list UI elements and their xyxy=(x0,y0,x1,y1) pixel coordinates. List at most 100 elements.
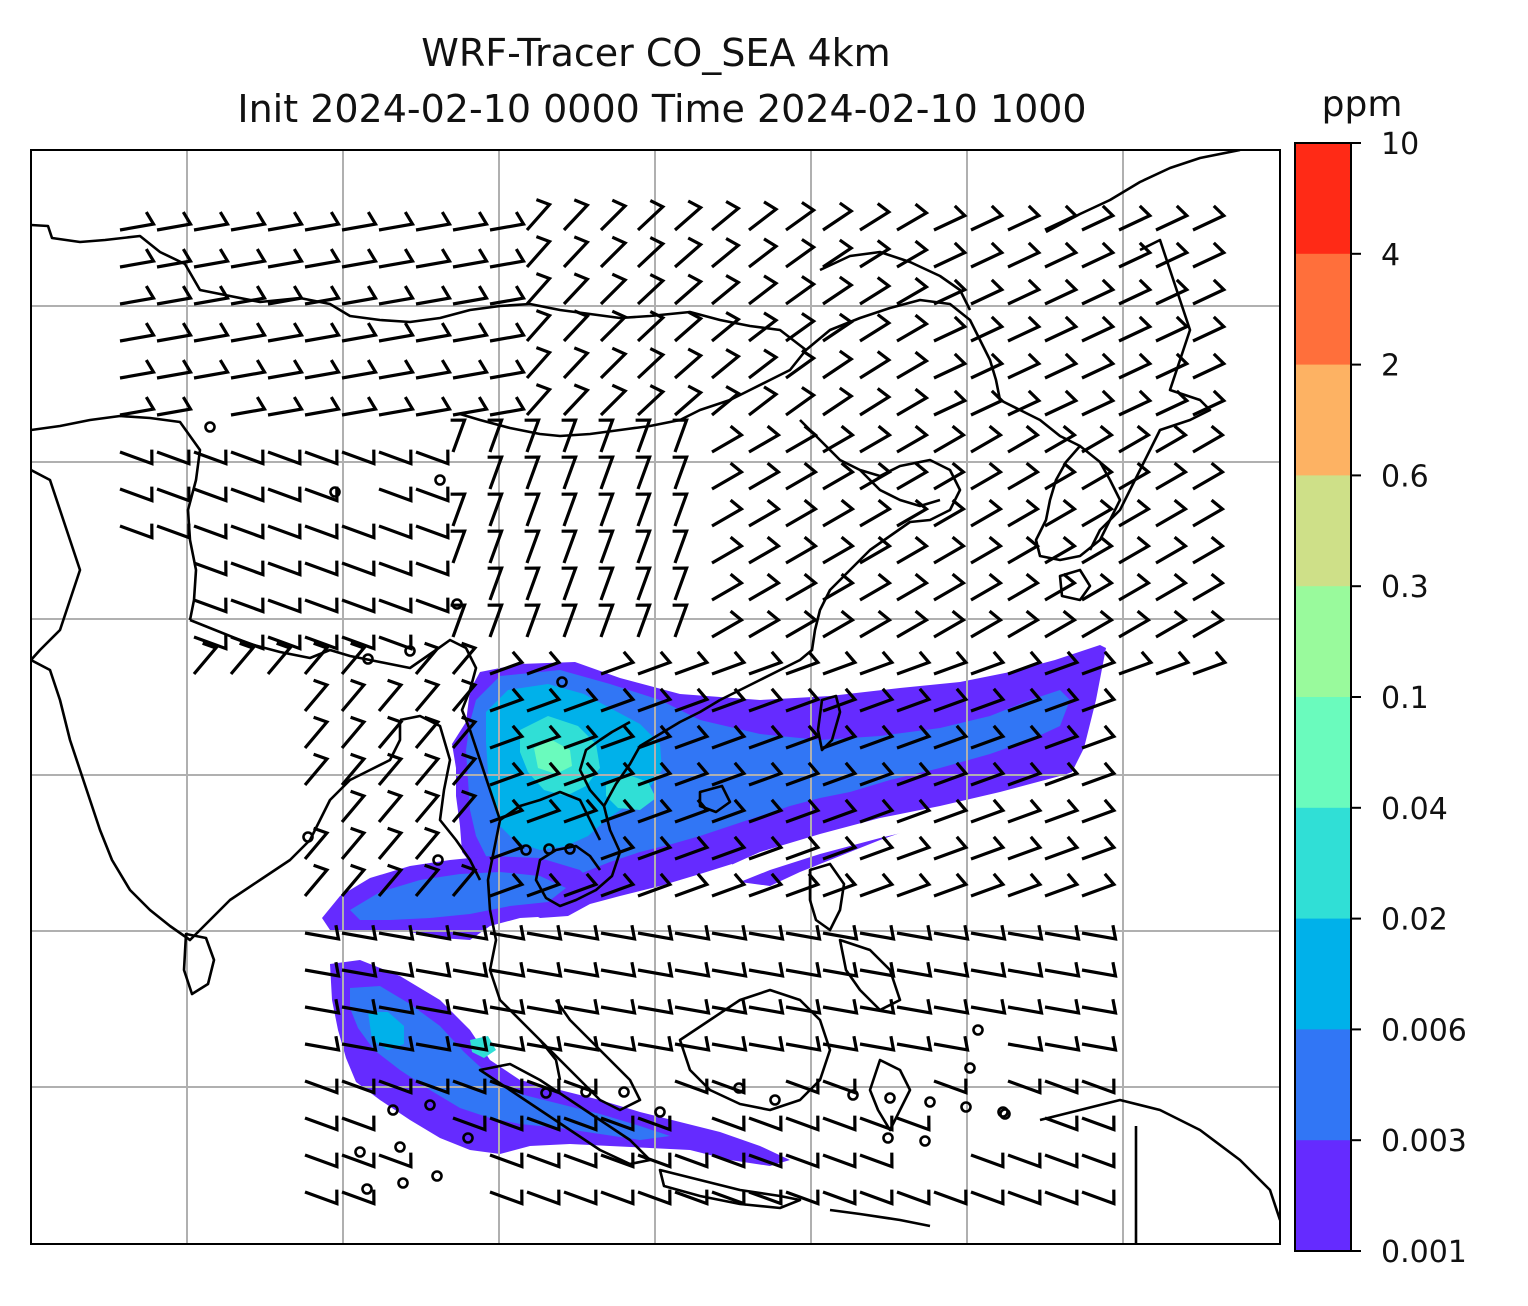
wind-barb xyxy=(1192,352,1227,380)
wind-barb xyxy=(415,211,453,232)
wind-barb xyxy=(785,201,817,232)
wind-barb xyxy=(822,498,856,528)
wind-barb xyxy=(341,1078,376,1095)
wind-barb xyxy=(415,560,450,577)
wind-barb xyxy=(1044,535,1078,565)
wind-barb xyxy=(1081,241,1116,269)
wind-barb xyxy=(156,248,194,269)
wind-barb xyxy=(340,715,367,750)
wind-barb xyxy=(156,285,194,306)
wind-barb xyxy=(970,961,1007,978)
wind-barb xyxy=(341,1115,376,1132)
wind-barb xyxy=(377,863,404,898)
wind-barb xyxy=(748,961,785,978)
wind-barb xyxy=(524,455,541,490)
colorbar: ppm 10 4 2 0.6 0.3 0.1 0.04 0.02 0.006 0.003 0.001 xyxy=(1294,84,1467,1270)
wind-barb xyxy=(230,396,268,417)
wind-barb xyxy=(378,523,413,540)
colorbar-tick-label: 0.3 xyxy=(1381,570,1429,605)
wind-barb xyxy=(1118,204,1153,232)
tracer-plume-middle-level2 xyxy=(350,872,566,920)
wind-barb xyxy=(785,238,817,269)
wind-barb xyxy=(230,634,265,651)
wind-barb xyxy=(600,1115,635,1132)
wind-barb xyxy=(489,724,525,750)
wind-barb xyxy=(1044,835,1080,861)
wind-barb xyxy=(635,492,652,527)
wind-barb xyxy=(673,273,704,306)
wind-barb xyxy=(896,961,933,978)
calm-wind-circle xyxy=(361,1183,373,1195)
wind-barb xyxy=(896,761,932,787)
colorbar-tick-label: 0.6 xyxy=(1381,459,1429,494)
wind-barb xyxy=(748,872,784,898)
wind-barb xyxy=(896,650,932,676)
wind-barb xyxy=(119,211,157,232)
wind-barb xyxy=(1155,650,1191,676)
wind-barb xyxy=(1081,1152,1116,1169)
wind-barb xyxy=(822,461,856,491)
wind-barb xyxy=(193,486,228,503)
wind-barb xyxy=(526,924,563,941)
wind-barb xyxy=(1044,572,1078,602)
wind-barb xyxy=(859,239,892,269)
wind-barb xyxy=(1007,572,1041,602)
wind-barb xyxy=(304,486,339,503)
wind-barb xyxy=(156,486,191,503)
wind-barb xyxy=(711,924,748,941)
wind-barb xyxy=(970,998,1007,1015)
wind-barb xyxy=(524,529,541,564)
wind-barb xyxy=(561,566,578,601)
calm-wind-circle xyxy=(654,1106,666,1118)
manchuria-border xyxy=(819,250,972,311)
wind-barb xyxy=(1007,1078,1042,1095)
wind-barb xyxy=(304,1078,339,1095)
wind-barb xyxy=(487,529,504,564)
wind-barb xyxy=(748,687,784,713)
wind-barb xyxy=(1192,498,1226,528)
wind-barb xyxy=(526,798,562,824)
wind-barb xyxy=(748,724,784,750)
wind-barb xyxy=(785,961,822,978)
wind-barb xyxy=(785,724,821,750)
wind-barb xyxy=(636,199,666,232)
wind-barb xyxy=(674,998,711,1015)
wind-barb xyxy=(672,603,689,638)
wind-barb xyxy=(1044,424,1078,454)
wind-barb xyxy=(451,641,478,676)
wind-barb xyxy=(859,687,895,713)
wind-barb xyxy=(785,798,821,824)
wind-barb xyxy=(674,1078,709,1095)
wind-barb xyxy=(303,752,330,787)
wind-barb xyxy=(415,961,452,978)
wind-barb xyxy=(525,309,553,343)
wind-barb xyxy=(600,650,636,676)
vietnam-coast xyxy=(578,720,631,807)
wind-barb xyxy=(1081,1115,1116,1132)
wind-barb xyxy=(525,383,553,417)
wind-barb xyxy=(489,687,525,713)
wind-barb xyxy=(748,572,782,602)
wind-barb xyxy=(1081,572,1115,602)
calm-wind-circle xyxy=(997,1106,1009,1118)
wind-barb xyxy=(378,211,416,232)
wind-barb xyxy=(414,641,441,676)
wind-barb xyxy=(637,650,673,676)
wind-barb xyxy=(896,835,932,861)
wind-barb xyxy=(896,387,930,417)
wind-barb xyxy=(341,634,376,651)
wind-barb xyxy=(711,498,745,528)
wind-barb xyxy=(415,1078,450,1095)
wind-barb xyxy=(637,961,674,978)
wind-barb xyxy=(1081,498,1115,528)
wind-barb xyxy=(525,198,553,232)
wind-barb xyxy=(1007,1189,1042,1206)
wind-barb xyxy=(341,359,379,380)
wind-barb xyxy=(1044,461,1078,491)
wind-barb xyxy=(822,924,859,941)
wind-barb xyxy=(562,272,591,306)
wind-barb xyxy=(1118,389,1153,417)
calm-wind-circle xyxy=(302,831,314,843)
wind-barb xyxy=(452,1115,487,1132)
calm-wind-circle xyxy=(431,1170,443,1182)
